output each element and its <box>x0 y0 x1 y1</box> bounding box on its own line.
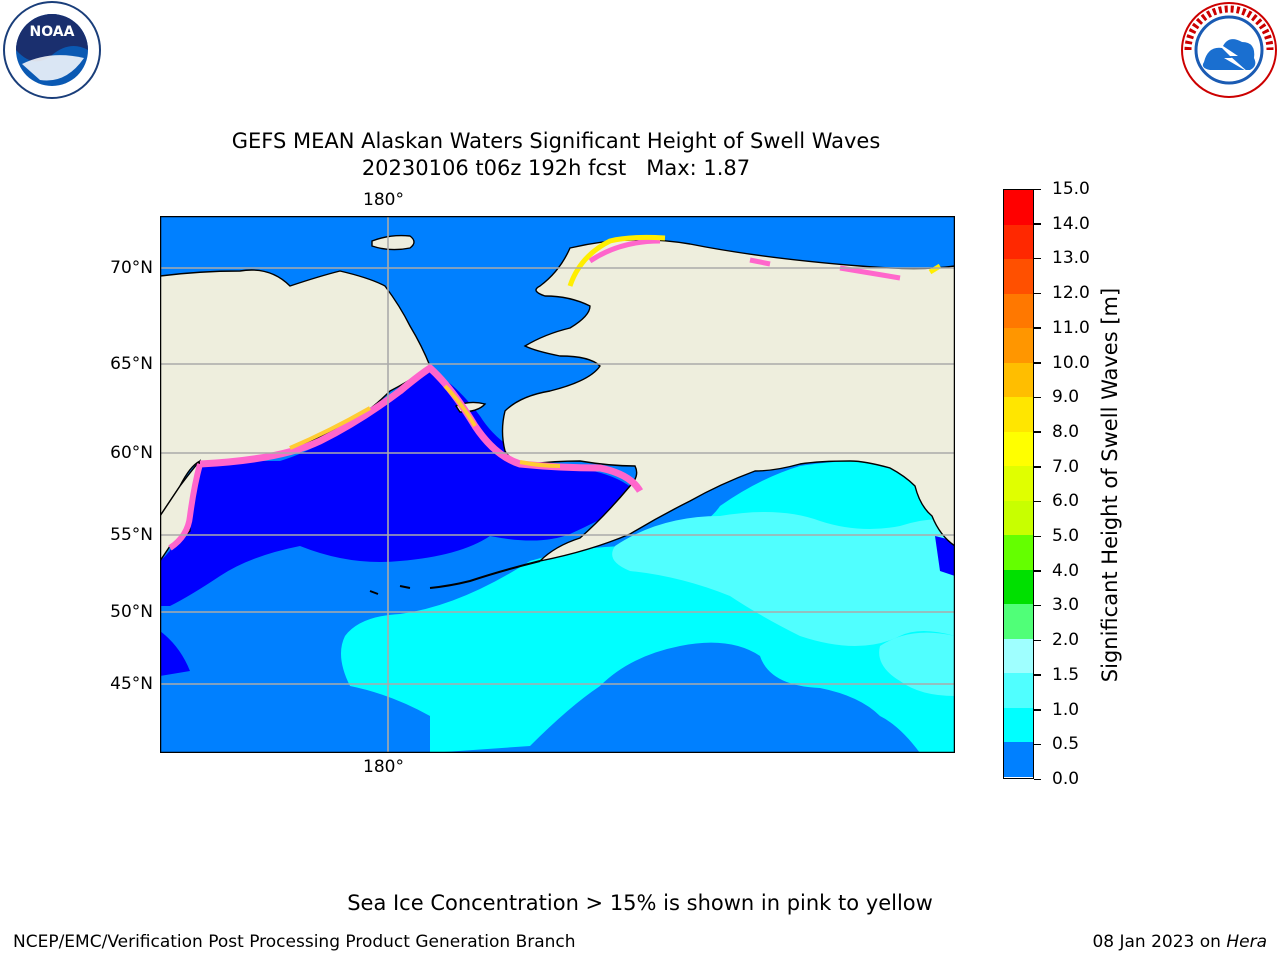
colorbar-segment <box>1004 431 1033 467</box>
colorbar-segment <box>1004 190 1033 226</box>
swell-0p0-0p5-zone <box>160 366 640 606</box>
lat-label-70: 70°N <box>110 258 153 278</box>
colorbar-tick-mark <box>1034 778 1041 780</box>
land-aleutians <box>369 560 541 595</box>
noaa-logo: NOAA <box>3 1 101 99</box>
colorbar-tick-mark <box>1034 362 1041 364</box>
colorbar-segment <box>1004 224 1033 260</box>
land-wrangel-island <box>371 234 415 251</box>
lat-label-55: 55°N <box>110 525 153 545</box>
colorbar-segment <box>1004 293 1033 329</box>
colorbar-tick-label: 0.5 <box>1052 734 1080 755</box>
colorbar-tick-label: 6.0 <box>1052 491 1080 512</box>
colorbar-tick-label: 5.0 <box>1052 526 1080 547</box>
lon-label-top: 180° <box>363 190 404 210</box>
colorbar-tick-mark <box>1034 466 1041 468</box>
colorbar-tick-label: 1.5 <box>1052 664 1080 685</box>
swell-1p5-2p0-zone-east <box>879 632 955 696</box>
colorbar-tick-label: 14.0 <box>1052 213 1090 234</box>
date-text: 08 Jan 2023 on <box>1092 932 1221 952</box>
colorbar-tick-mark <box>1034 327 1041 329</box>
colorbar-tick-mark <box>1034 292 1041 295</box>
colorbar-tick-label: 12.0 <box>1052 283 1090 304</box>
colorbar-segment <box>1004 638 1033 674</box>
colorbar-segment <box>1004 466 1033 502</box>
sea-ice-arctic-edge-yellow <box>567 234 942 287</box>
lat-label-45: 45°N <box>110 674 153 694</box>
colorbar-tick-label: 7.0 <box>1052 456 1080 477</box>
lat-label-50: 50°N <box>110 602 153 622</box>
colorbar-tick-mark <box>1034 743 1041 746</box>
colorbar-tick-mark <box>1034 257 1041 260</box>
colorbar-segment <box>1004 397 1033 433</box>
nws-logo <box>1181 2 1277 98</box>
colorbar-tick-label: 4.0 <box>1052 560 1080 581</box>
colorbar <box>1003 189 1034 779</box>
host-name: Hera <box>1226 932 1267 952</box>
colorbar-tick-mark <box>1034 570 1041 572</box>
chart-title-line1: GEFS MEAN Alaskan Waters Significant Hei… <box>231 129 881 153</box>
colorbar-segment <box>1004 362 1033 398</box>
colorbar-segment <box>1004 673 1033 709</box>
colorbar-tick-label: 9.0 <box>1052 387 1080 408</box>
colorbar-tick-mark <box>1034 500 1041 503</box>
colorbar-tick-label: 1.0 <box>1052 699 1080 720</box>
colorbar-segment <box>1004 707 1033 743</box>
lat-label-65: 65°N <box>110 354 153 374</box>
colorbar-tick-mark <box>1034 639 1041 642</box>
colorbar-segment <box>1004 259 1033 295</box>
chart-title-line2: 20230106 t06z 192h fcst Max: 1.87 <box>361 156 751 180</box>
lat-label-60: 60°N <box>110 443 153 463</box>
lon-label-bottom: 180° <box>363 757 404 777</box>
swell-0p0-0p5-gulf-inlet <box>935 536 955 576</box>
colorbar-tick-mark <box>1034 223 1041 225</box>
colorbar-tick-label: 15.0 <box>1052 179 1090 199</box>
noaa-logo-text: NOAA <box>30 24 75 40</box>
colorbar-tick-mark <box>1034 709 1041 711</box>
graticule <box>160 216 955 753</box>
sea-ice-bering-edge-yellow <box>289 384 561 468</box>
colorbar-segment <box>1004 535 1033 571</box>
sea-ice-note: Sea Ice Concentration > 15% is shown in … <box>347 891 933 915</box>
colorbar-tick-mark <box>1034 535 1041 538</box>
sea-ice-kamchatka-edge <box>168 463 203 551</box>
credit-text: NCEP/EMC/Verification Post Processing Pr… <box>13 932 576 952</box>
colorbar-tick-mark <box>1034 604 1041 607</box>
colorbar-segment <box>1004 328 1033 364</box>
colorbar-tick-label: 8.0 <box>1052 421 1080 442</box>
colorbar-tick-mark <box>1034 188 1041 190</box>
colorbar-segment <box>1004 604 1033 640</box>
colorbar-tick-label: 2.0 <box>1052 630 1080 651</box>
sea-ice-arctic-edge <box>588 238 901 281</box>
date-stamp: 08 Jan 2023 on Hera <box>1092 932 1267 952</box>
colorbar-tick-label: 0.0 <box>1052 769 1080 789</box>
colorbar-tick-label: 3.0 <box>1052 595 1080 616</box>
colorbar-tick-label: 13.0 <box>1052 248 1090 269</box>
colorbar-tick-label: 10.0 <box>1052 352 1090 373</box>
sea-ice-bering-edge <box>199 363 644 493</box>
map-panel <box>160 216 955 753</box>
colorbar-segment <box>1004 742 1033 778</box>
colorbar-segment <box>1004 500 1033 536</box>
colorbar-segment <box>1004 569 1033 605</box>
colorbar-tick-mark <box>1034 674 1041 676</box>
colorbar-tick-mark <box>1034 396 1041 399</box>
land-alaska <box>501 239 955 563</box>
colorbar-label: Significant Height of Swell Waves [m] <box>1098 287 1122 683</box>
colorbar-tick-mark <box>1034 431 1041 433</box>
swell-0p0-0p5-patch <box>160 631 190 676</box>
colorbar-tick-label: 11.0 <box>1052 317 1090 338</box>
